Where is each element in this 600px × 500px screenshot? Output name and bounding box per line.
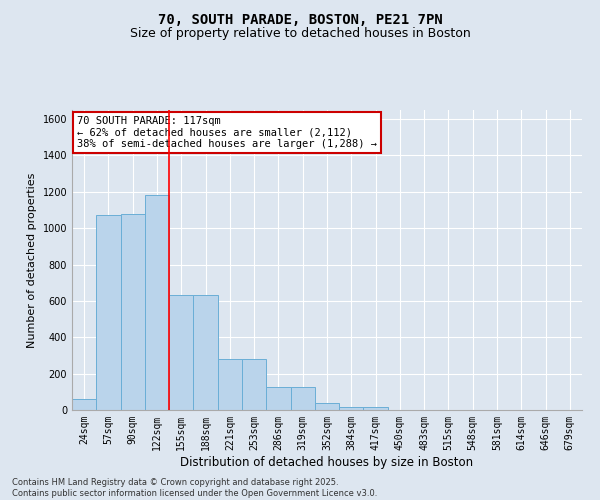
Bar xyxy=(290,388,315,410)
X-axis label: Distribution of detached houses by size in Boston: Distribution of detached houses by size … xyxy=(181,456,473,468)
Text: Size of property relative to detached houses in Boston: Size of property relative to detached ho… xyxy=(130,28,470,40)
Bar xyxy=(121,214,145,410)
Text: 70, SOUTH PARADE, BOSTON, PE21 7PN: 70, SOUTH PARADE, BOSTON, PE21 7PN xyxy=(158,12,442,26)
Bar xyxy=(266,388,290,410)
Bar xyxy=(364,408,388,410)
Bar xyxy=(339,408,364,410)
Text: Contains HM Land Registry data © Crown copyright and database right 2025.
Contai: Contains HM Land Registry data © Crown c… xyxy=(12,478,377,498)
Bar xyxy=(72,399,96,410)
Bar xyxy=(145,194,169,410)
Text: 70 SOUTH PARADE: 117sqm
← 62% of detached houses are smaller (2,112)
38% of semi: 70 SOUTH PARADE: 117sqm ← 62% of detache… xyxy=(77,116,377,149)
Bar xyxy=(96,214,121,410)
Bar xyxy=(169,294,193,410)
Bar xyxy=(218,359,242,410)
Y-axis label: Number of detached properties: Number of detached properties xyxy=(27,172,37,348)
Bar xyxy=(315,402,339,410)
Bar xyxy=(242,359,266,410)
Bar xyxy=(193,294,218,410)
